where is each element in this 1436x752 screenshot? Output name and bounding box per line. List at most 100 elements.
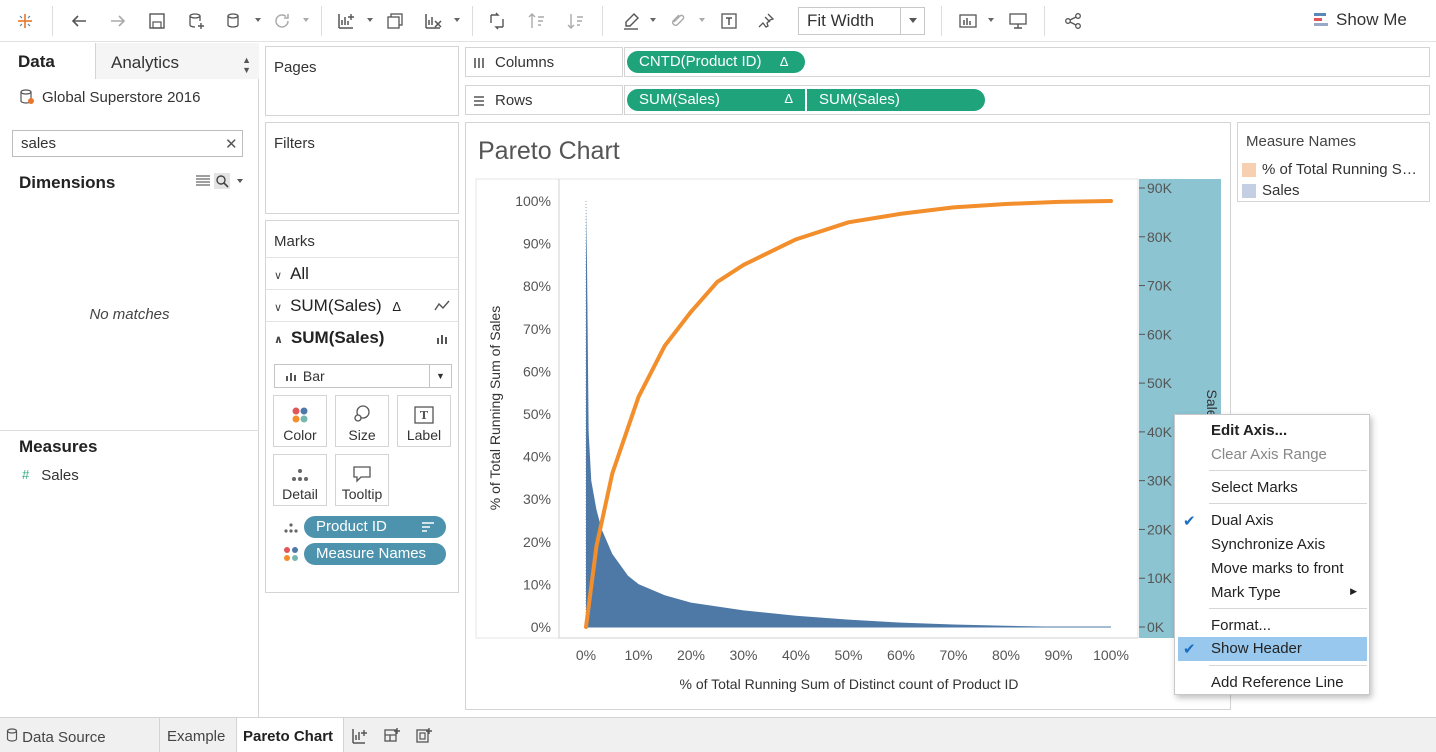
pause-updates-icon[interactable] xyxy=(221,8,247,34)
tab-analytics[interactable]: Analytics ▲ ▼ xyxy=(95,43,259,79)
label-button[interactable]: T Label xyxy=(397,395,451,447)
legend-item[interactable]: % of Total Running Sum of Sales xyxy=(1242,161,1425,178)
tooltip-button[interactable]: Tooltip xyxy=(335,454,389,506)
legend-item[interactable]: Sales xyxy=(1242,182,1425,199)
sum-sales-pill-2[interactable]: SUM(Sales) xyxy=(807,89,985,111)
rows-label: Rows xyxy=(495,92,533,109)
plot-frame xyxy=(475,178,1139,639)
clear-search-icon[interactable]: ✕ xyxy=(225,136,238,153)
chevron-down-icon[interactable] xyxy=(234,177,246,185)
view-list-icon[interactable] xyxy=(196,175,210,187)
columns-shelf[interactable]: CNTD(Product ID) Δ xyxy=(624,47,1430,77)
chevron-down-icon: ▼ xyxy=(429,365,451,387)
detail-button[interactable]: Detail xyxy=(273,454,327,506)
mark-type-select[interactable]: Bar ▼ xyxy=(274,364,452,388)
chevron-down-icon xyxy=(900,8,924,34)
marks-all-row[interactable]: ∨ All xyxy=(266,257,458,289)
swap-rows-columns-icon[interactable] xyxy=(484,8,510,34)
caret-down-icon[interactable] xyxy=(254,16,262,24)
y-right-tick-label: 10K xyxy=(1147,570,1173,586)
clear-sheet-icon[interactable] xyxy=(420,8,446,34)
show-me-label: Show Me xyxy=(1336,10,1407,29)
dual-axis-menu-item[interactable]: ✔ Dual Axis xyxy=(1175,509,1369,533)
label-label: Label xyxy=(406,427,442,443)
submenu-arrow-icon: ▶ xyxy=(1350,586,1357,596)
cntd-product-id-pill[interactable]: CNTD(Product ID) Δ xyxy=(627,51,805,73)
sort-descending-icon[interactable] xyxy=(563,8,589,34)
move-marks-front-menu-item[interactable]: Move marks to front xyxy=(1211,560,1344,577)
caret-down-icon[interactable] xyxy=(366,16,374,24)
datasource-item[interactable]: Global Superstore 2016 xyxy=(18,88,200,106)
datasource-icon xyxy=(20,89,34,104)
format-menu-item[interactable]: Format... xyxy=(1211,617,1272,634)
datasource-icon xyxy=(6,728,18,742)
presentation-mode-icon[interactable] xyxy=(1005,8,1031,34)
color-button[interactable]: Color xyxy=(273,395,327,447)
detail-label: Detail xyxy=(282,486,318,502)
tab-pareto-chart[interactable]: Pareto Chart xyxy=(237,718,344,752)
x-tick-label: 70% xyxy=(939,647,967,663)
sort-ascending-icon[interactable] xyxy=(524,8,550,34)
y-left-tick-label: 60% xyxy=(523,363,551,379)
show-cards-icon[interactable] xyxy=(955,8,981,34)
refresh-icon[interactable] xyxy=(269,8,295,34)
caret-down-icon[interactable] xyxy=(453,16,461,24)
undo-icon[interactable] xyxy=(66,8,92,34)
x-tick-label: 90% xyxy=(1044,647,1072,663)
search-icon[interactable] xyxy=(214,173,230,189)
edit-axis-menu-item[interactable]: Edit Axis... xyxy=(1211,422,1288,439)
show-mark-labels-icon[interactable] xyxy=(716,8,742,34)
caret-down-icon[interactable] xyxy=(987,16,995,24)
tab-data[interactable]: Data xyxy=(0,43,95,79)
marks-layer-bar-row[interactable]: ∧ SUM(Sales) xyxy=(266,321,458,353)
new-worksheet-icon[interactable] xyxy=(333,8,359,34)
y-left-tick-label: 50% xyxy=(523,406,551,422)
caret-down-icon[interactable] xyxy=(302,16,310,24)
x-tick-label: 50% xyxy=(834,647,862,663)
size-button[interactable]: Size xyxy=(335,395,389,447)
product-id-pill[interactable]: Product ID xyxy=(304,516,446,538)
sum-sales-pill-1[interactable]: SUM(Sales) Δ xyxy=(627,89,805,111)
add-reference-line-menu-item[interactable]: Add Reference Line xyxy=(1211,674,1344,691)
new-dashboard-icon[interactable] xyxy=(383,727,401,745)
new-datasource-icon[interactable] xyxy=(183,8,209,34)
pareto-chart[interactable]: 0% 10% 20% 30% 40% 50% 60% 70% 80% 90% 100% 0K 10K 20… xyxy=(466,123,1231,710)
measure-names-pill[interactable]: Measure Names xyxy=(304,543,446,565)
rows-shelf[interactable]: SUM(Sales) Δ SUM(Sales) xyxy=(624,85,1430,115)
x-tick-label: 20% xyxy=(677,647,705,663)
tableau-logo-icon[interactable] xyxy=(12,8,38,34)
share-icon[interactable] xyxy=(1060,8,1086,34)
marks-layer-line-row[interactable]: ∨ SUM(Sales) Δ xyxy=(266,289,458,321)
new-worksheet-icon[interactable] xyxy=(351,727,369,745)
y-right-tick-label: 50K xyxy=(1147,375,1173,391)
y-left-tick-label: 20% xyxy=(523,534,551,550)
tab-example[interactable]: Example xyxy=(160,718,237,752)
highlight-icon[interactable] xyxy=(618,8,644,34)
detail-icon xyxy=(292,469,308,481)
fix-axes-icon[interactable] xyxy=(753,8,779,34)
show-me-button[interactable]: Show Me xyxy=(1314,10,1407,30)
tab-data-source[interactable]: Data Source xyxy=(0,718,160,752)
pages-card[interactable]: Pages xyxy=(265,46,459,116)
y-left-tick-label: 80% xyxy=(523,278,551,294)
redo-icon[interactable] xyxy=(105,8,131,34)
fit-width-select[interactable]: Fit Width xyxy=(798,7,925,35)
select-marks-menu-item[interactable]: Select Marks xyxy=(1211,479,1298,496)
clear-axis-range-menu-item[interactable]: Clear Axis Range xyxy=(1211,446,1327,463)
synchronize-axis-menu-item[interactable]: Synchronize Axis xyxy=(1211,536,1326,553)
show-header-menu-item[interactable]: ✔ Show Header xyxy=(1178,637,1367,661)
running-total-line xyxy=(584,199,1113,629)
save-icon[interactable] xyxy=(144,8,170,34)
fit-width-label: Fit Width xyxy=(807,11,875,30)
product-id-pill-label: Product ID xyxy=(316,518,387,535)
mark-type-menu-item[interactable]: Mark Type ▶ xyxy=(1175,581,1369,605)
group-members-icon[interactable] xyxy=(664,8,690,34)
measure-field-sales[interactable]: # Sales xyxy=(22,467,79,484)
y-left-tick-label: 70% xyxy=(523,321,551,337)
filters-card[interactable]: Filters xyxy=(265,122,459,214)
new-story-icon[interactable] xyxy=(415,727,433,745)
caret-down-icon[interactable] xyxy=(649,16,657,24)
field-search-input[interactable]: sales xyxy=(12,130,243,157)
duplicate-icon[interactable] xyxy=(382,8,408,34)
caret-down-icon[interactable] xyxy=(698,16,706,24)
